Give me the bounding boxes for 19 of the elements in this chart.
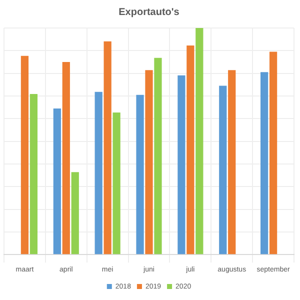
bar [30,94,38,254]
bar [62,62,70,254]
bar [269,52,278,254]
bar [104,41,112,254]
bar [186,45,194,254]
bar [136,94,144,254]
bar [71,172,79,254]
bar [20,56,29,254]
bar [145,70,153,254]
bar [196,28,204,254]
bar [178,75,186,254]
bar [94,92,102,254]
bar [154,58,162,254]
bar [112,112,120,254]
chart-title: Exportauto's [118,6,180,18]
bar [53,108,61,254]
bar [228,70,236,254]
bar [260,72,268,254]
bar [219,86,227,254]
